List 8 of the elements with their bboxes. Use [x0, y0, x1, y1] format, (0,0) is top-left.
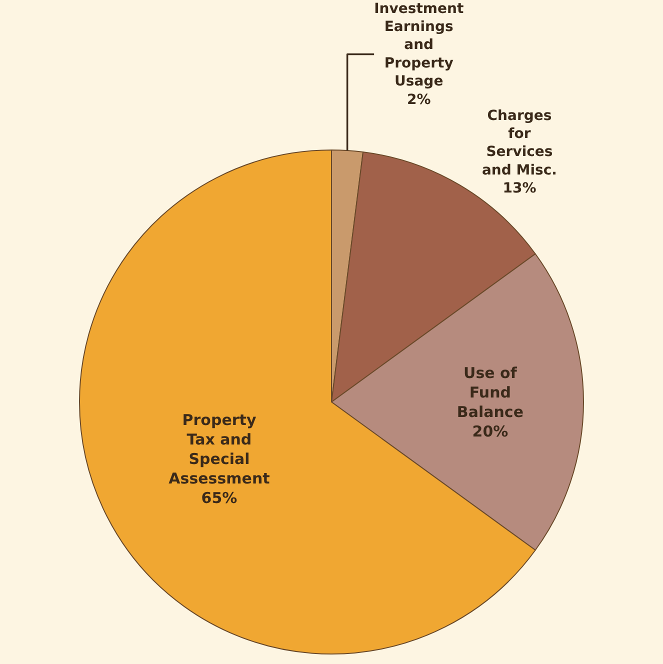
data-label: 65% [201, 489, 238, 508]
data-label: 2% [406, 92, 431, 108]
slice-label: Investment Earnings and Property Usage [374, 0, 464, 90]
slice-label: Use of Fund Balance [456, 364, 524, 421]
data-label: 20% [472, 422, 508, 440]
slice-label: Property Tax and Special Assessment [168, 411, 270, 488]
slice-label: Charges for Services and Misc. [482, 108, 557, 178]
data-label: 13% [502, 180, 536, 197]
